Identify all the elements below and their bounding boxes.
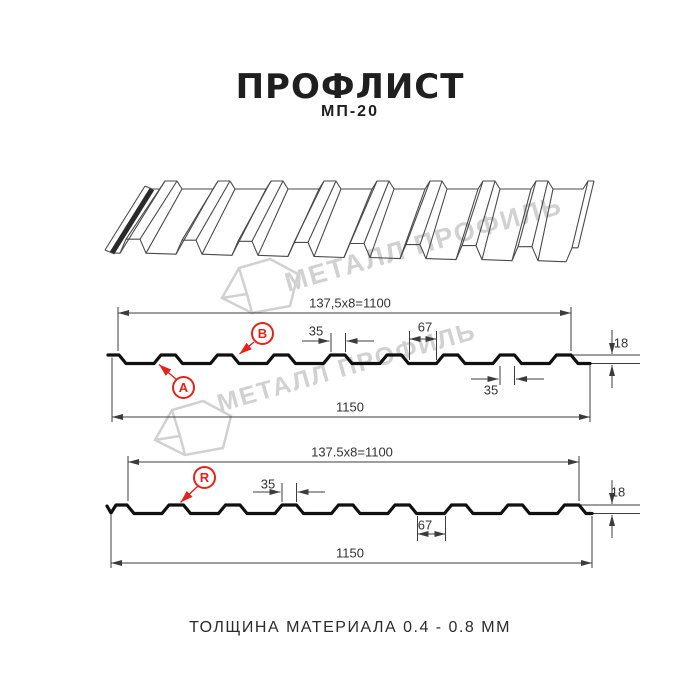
dim-valley-width-top: 67 xyxy=(417,319,433,335)
dimensions-top-section xyxy=(111,307,640,422)
dim-rib-top-width-bottom: 35 xyxy=(260,476,276,492)
sheet-cut-edge-left-thick xyxy=(109,187,155,255)
profile-3d-sketch xyxy=(104,180,595,263)
dim-valley-width-bottom: 67 xyxy=(417,517,433,533)
dim-profile-height-bottom: 18 xyxy=(610,484,626,500)
dim-overall-width-bottom: 1150 xyxy=(336,545,364,561)
page-title: ПРОФЛИСТ xyxy=(235,67,465,107)
dim-modular-width-bottom: 137.5x8=1100 xyxy=(311,444,393,460)
marker-side-a: А xyxy=(172,376,195,399)
material-thickness-note: ТОЛЩИНА МАТЕРИАЛА 0.4 - 0.8 ММ xyxy=(189,619,511,636)
marker-side-r-letter: R xyxy=(199,470,210,485)
dim-profile-height-top: 18 xyxy=(613,335,629,351)
page-subtitle: МП-20 xyxy=(321,103,379,120)
dim-overall-width-top: 1150 xyxy=(336,399,364,415)
profile-cross-section-top xyxy=(106,353,592,366)
marker-side-r: R xyxy=(193,466,216,489)
marker-side-a-letter: А xyxy=(178,380,189,395)
brand-watermarks: МЕТАЛЛ ПРОФИЛЬ МЕТАЛЛ ПРОФИЛЬ xyxy=(153,190,566,457)
marker-leader-lines xyxy=(158,341,255,504)
marker-side-b-letter: В xyxy=(257,326,268,341)
dimensions-bottom-section xyxy=(110,456,640,568)
dim-rib-bottom-width-top: 35 xyxy=(483,382,499,398)
marker-side-b: В xyxy=(251,322,274,345)
dim-modular-width-top: 137,5x8=1100 xyxy=(309,295,391,311)
profile-cross-section-bottom xyxy=(105,503,594,516)
sheet-cut-edge-left-outline xyxy=(104,185,153,254)
dim-rib-top-width-top: 35 xyxy=(308,323,324,339)
